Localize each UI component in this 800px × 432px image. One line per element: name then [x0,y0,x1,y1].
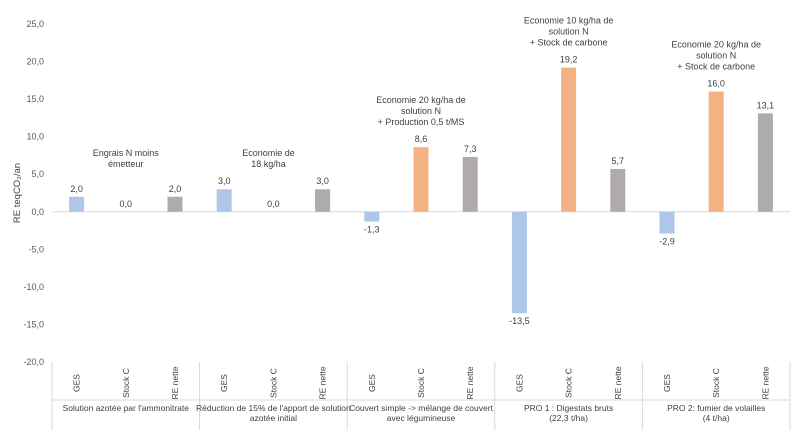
annotation: Economie 10 kg/ha de [524,16,614,26]
y-tick-label: 25,0 [26,19,44,29]
bar [315,189,331,212]
data-label: 2,0 [169,184,182,194]
annotation: solution N [696,51,736,61]
group-label: PRO 2: fumier de volailles [667,403,765,413]
group-label: (4 t/ha) [703,413,730,423]
category-tick-label: RE nette [760,366,770,399]
category-tick-label: GES [219,374,229,392]
data-label: 3,0 [316,176,329,186]
group-label: Couvert simple -> mélange de couvert [349,403,493,413]
y-tick-label: 15,0 [26,94,44,104]
y-axis-label: RE teqCO₂/an [12,163,23,223]
bar [462,156,478,212]
data-label: 13,1 [757,100,775,110]
group-label: Réduction de 15% de l'apport de solution [196,403,351,413]
bar [757,113,773,212]
data-label: 0,0 [267,199,280,209]
category-tick-label: GES [514,374,524,392]
annotation: Economie de [242,148,295,158]
bar [659,211,675,234]
annotation: + Production 0,5 t/MS [378,117,465,127]
data-label: 3,0 [218,176,231,186]
annotation: Economie 20 kg/ha de [376,95,466,105]
bar [413,147,429,212]
y-tick-label: 20,0 [26,57,44,67]
bar [167,196,183,212]
annotation: émetteur [108,159,144,169]
bar [610,168,626,212]
annotation: 18 kg/ha [251,159,286,169]
data-label: 8,6 [415,134,428,144]
category-tick-label: Stock C [416,368,426,398]
y-tick-label: -20,0 [23,357,44,367]
category-tick-label: RE nette [170,366,180,399]
data-label: 16,0 [707,79,725,89]
y-tick-label: 0,0 [31,207,44,217]
bar [561,67,577,212]
group-label: (22,3 t/ha) [549,413,588,423]
category-tick-label: GES [662,374,672,392]
data-label: -2,9 [659,237,675,247]
y-tick-label: 5,0 [31,169,44,179]
annotation: + Stock de carbone [530,38,608,48]
group-label: avec légumineuse [387,413,456,423]
category-tick-label: RE nette [613,366,623,399]
data-label: 19,2 [560,55,578,65]
category-tick-label: Stock C [268,368,278,398]
category-tick-label: GES [367,374,377,392]
bar [708,91,724,212]
category-tick-label: Stock C [564,368,574,398]
annotation: solution N [401,106,441,116]
annotation: Engrais N moins [93,148,160,158]
bar [364,211,380,222]
annotation: Economie 20 kg/ha de [671,40,761,50]
annotation: + Stock de carbone [677,62,755,72]
bar [69,196,85,212]
category-tick-label: RE nette [465,366,475,399]
data-label: 0,0 [120,199,133,209]
category-tick-label: Stock C [121,368,131,398]
y-tick-label: 10,0 [26,132,44,142]
data-label: 2,0 [70,184,83,194]
group-label: Solution azotée par l'ammonitrate [63,403,190,413]
category-tick-label: Stock C [711,368,721,398]
annotation: solution N [549,27,589,37]
bar [216,189,232,212]
category-tick-label: RE nette [318,366,328,399]
y-tick-label: -5,0 [28,244,44,254]
bar [511,211,527,314]
data-label: 7,3 [464,144,477,154]
data-label: -13,5 [509,316,530,326]
y-tick-label: -10,0 [23,282,44,292]
y-tick-label: -15,0 [23,319,44,329]
group-label: PRO 1 : Digestats bruts [524,403,613,413]
category-tick-label: GES [72,374,82,392]
group-label: azotée initial [250,413,297,423]
data-label: 5,7 [612,156,625,166]
data-label: -1,3 [364,225,380,235]
